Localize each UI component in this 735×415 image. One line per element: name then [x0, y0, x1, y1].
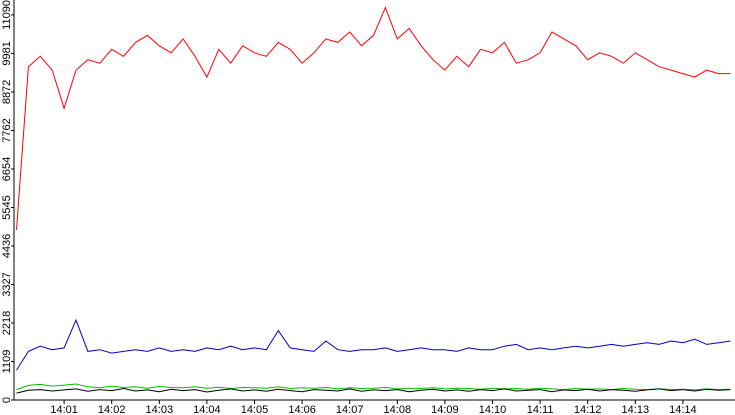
x-tick-label: 14:02 — [98, 404, 126, 415]
x-tick-label: 14:04 — [193, 404, 221, 415]
y-tick-label: 8872 — [1, 80, 13, 104]
x-tick-label: 14:05 — [241, 404, 269, 415]
x-tick-label: 14:01 — [50, 404, 78, 415]
series-line — [16, 387, 731, 394]
series-line — [16, 318, 731, 371]
series-line — [16, 6, 731, 230]
x-tick-label: 14:10 — [479, 404, 507, 415]
y-tick-label: 0 — [1, 397, 13, 403]
y-tick-label: 4436 — [1, 234, 13, 258]
x-tick-label: 14:07 — [336, 404, 364, 415]
y-tick-label: 7762 — [1, 118, 13, 142]
x-tick-label: 14:03 — [146, 404, 174, 415]
y-tick-label: 11090 — [1, 0, 13, 30]
x-tick-label: 14:09 — [431, 404, 459, 415]
y-tick-label: 1109 — [1, 350, 13, 374]
x-tick-label: 14:08 — [384, 404, 412, 415]
x-tick-label: 14:13 — [622, 404, 650, 415]
y-tick-label: 3327 — [1, 272, 13, 296]
y-tick-label: 6654 — [1, 157, 13, 181]
y-tick-label: 9981 — [1, 41, 13, 65]
y-tick-label: 5545 — [1, 195, 13, 219]
series-line — [16, 383, 731, 391]
x-tick-label: 14:12 — [574, 404, 602, 415]
x-tick-label: 14:11 — [527, 404, 554, 415]
x-tick-label: 14:06 — [288, 404, 316, 415]
y-tick-label: 2218 — [1, 311, 13, 335]
x-tick-label: 14:14 — [669, 404, 697, 415]
